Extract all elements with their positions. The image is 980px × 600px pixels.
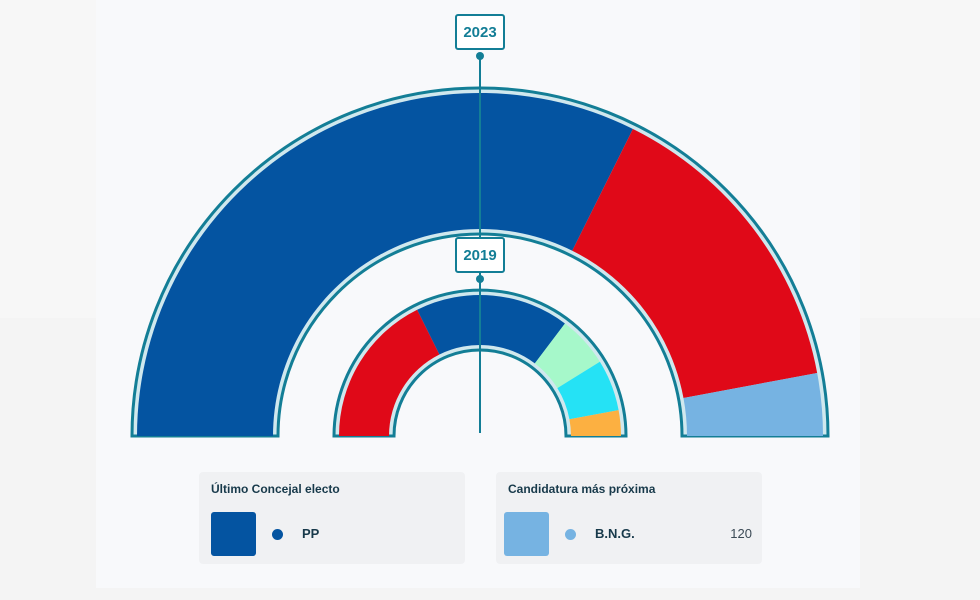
seat-segment-psoe[interactable] bbox=[339, 309, 440, 436]
seat-segment-pp[interactable] bbox=[417, 295, 565, 364]
seat-segment-cyan[interactable] bbox=[557, 361, 619, 420]
closest-candidate-votes: 120 bbox=[730, 526, 752, 541]
last-elected-party: PP bbox=[302, 526, 320, 541]
seat-segment-bng[interactable] bbox=[683, 372, 823, 436]
party-dot-icon bbox=[565, 529, 576, 540]
year-label-2019[interactable]: 2019 bbox=[455, 237, 505, 273]
seat-segment-pp[interactable] bbox=[137, 92, 633, 436]
party-color-swatch bbox=[211, 512, 256, 556]
closest-candidate-title: Candidatura más próxima bbox=[508, 482, 656, 496]
closest-candidate-party: B.N.G. bbox=[595, 526, 635, 541]
party-color-swatch bbox=[504, 512, 549, 556]
ring-2023 bbox=[130, 86, 830, 438]
closest-candidate-card: Candidatura más próxima B.N.G. 120 bbox=[496, 472, 762, 564]
marker-2023 bbox=[476, 52, 484, 60]
seat-segment-psoe[interactable] bbox=[572, 128, 818, 398]
seat-segment-green[interactable] bbox=[534, 323, 600, 389]
marker-2019 bbox=[476, 275, 484, 283]
year-label-2023[interactable]: 2023 bbox=[455, 14, 505, 50]
party-dot-icon bbox=[272, 529, 283, 540]
last-elected-title: Último Concejal electo bbox=[211, 482, 340, 496]
seat-segment-orange[interactable] bbox=[569, 410, 621, 436]
ring-2019 bbox=[332, 288, 628, 438]
last-elected-card: Último Concejal electo PP bbox=[199, 472, 465, 564]
